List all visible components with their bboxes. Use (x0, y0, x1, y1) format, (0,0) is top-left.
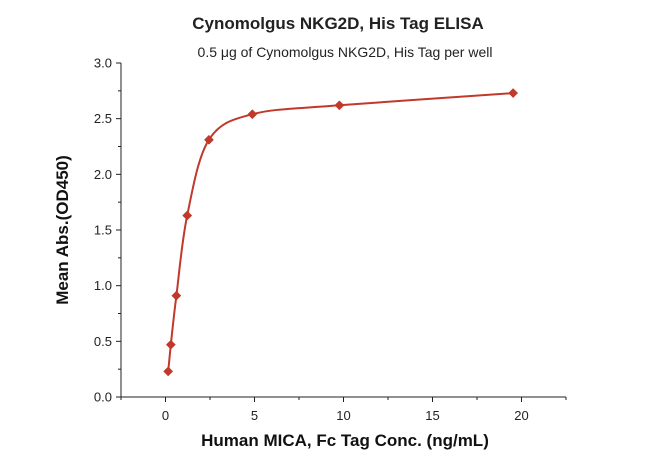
fit-curve (167, 92, 514, 372)
y-tick-label: 0.5 (94, 334, 112, 349)
chart-title: Cynomolgus NKG2D, His Tag ELISA (192, 14, 484, 33)
data-point (334, 100, 345, 111)
data-point (163, 366, 174, 377)
data-point (165, 339, 176, 350)
y-tick-label: 3.0 (94, 56, 112, 71)
data-point (508, 88, 519, 99)
y-axis-label: Mean Abs.(OD450) (53, 155, 72, 305)
data-point (182, 210, 193, 221)
chart-subtitle: 0.5 μg of Cynomolgus NKG2D, His Tag per … (198, 44, 493, 60)
data-points (163, 88, 519, 377)
x-ticks: 0 5 10 15 20 (120, 397, 567, 423)
y-tick-label: 2.5 (94, 111, 112, 126)
y-tick-label: 0.0 (94, 390, 112, 405)
data-point (247, 109, 258, 120)
x-tick-label: 5 (251, 408, 258, 423)
y-tick-label: 2.0 (94, 167, 112, 182)
x-tick-label: 15 (425, 408, 439, 423)
y-tick-label: 1.0 (94, 278, 112, 293)
data-point (171, 290, 182, 301)
y-tick-label: 1.5 (94, 223, 112, 238)
y-ticks: 0.0 0.5 1.0 1.5 2.0 2.5 3.0 (94, 56, 121, 405)
data-point (203, 134, 214, 145)
x-tick-label: 20 (514, 408, 528, 423)
x-tick-label: 10 (336, 408, 350, 423)
x-tick-label: 0 (162, 408, 169, 423)
x-axis-label: Human MICA, Fc Tag Conc. (ng/mL) (201, 431, 489, 450)
